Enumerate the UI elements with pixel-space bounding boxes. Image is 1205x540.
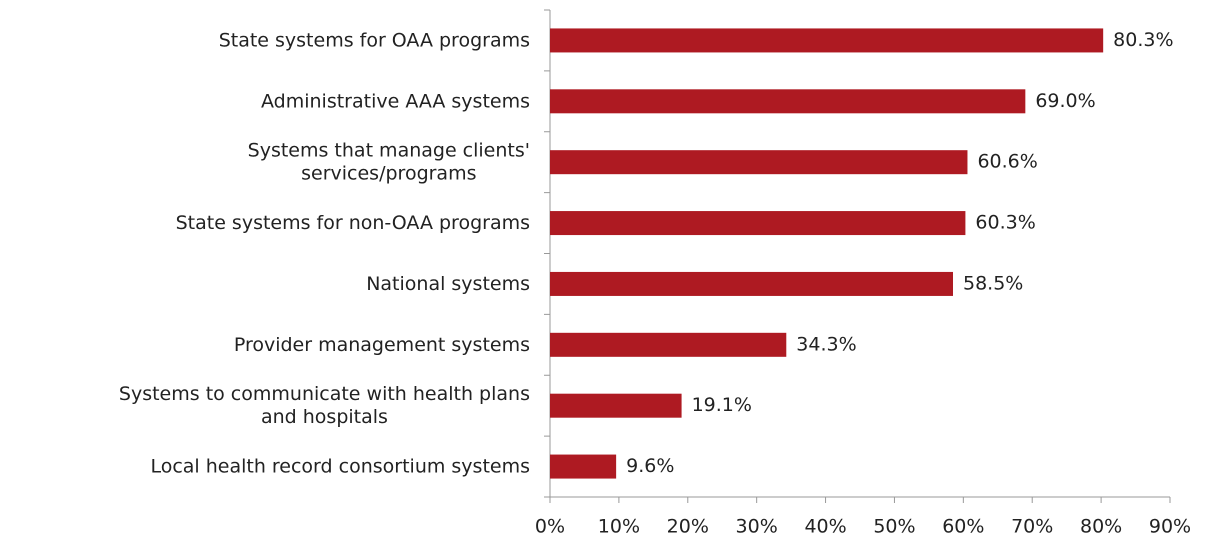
- value-label: 19.1%: [692, 394, 752, 416]
- value-label: 69.0%: [1035, 90, 1095, 112]
- x-tick-label: 50%: [873, 516, 915, 538]
- x-tick-label: 10%: [598, 516, 640, 538]
- x-tick-label: 70%: [1011, 516, 1053, 538]
- category-label-line: Systems to communicate with health plans: [119, 383, 530, 405]
- category-label-line: National systems: [366, 272, 530, 294]
- category-label-line: Administrative AAA systems: [261, 90, 530, 112]
- bar: [550, 393, 682, 418]
- category-label-line: and hospitals: [261, 406, 388, 428]
- category-label-line: Local health record consortium systems: [150, 455, 530, 477]
- category-label: Provider management systems: [234, 333, 530, 355]
- value-label: 60.6%: [977, 151, 1037, 173]
- category-label: Administrative AAA systems: [261, 90, 530, 112]
- category-label-line: Systems that manage clients': [248, 139, 530, 161]
- category-label: Local health record consortium systems: [150, 455, 530, 477]
- bar: [550, 454, 617, 479]
- category-label: State systems for non-OAA programs: [176, 212, 530, 234]
- bar: [550, 332, 787, 357]
- category-label: State systems for OAA programs: [219, 29, 530, 51]
- x-tick-label: 90%: [1149, 516, 1191, 538]
- value-label: 9.6%: [626, 455, 674, 477]
- category-label-line: services/programs: [301, 162, 476, 184]
- x-tick-label: 30%: [736, 516, 778, 538]
- value-label: 34.3%: [796, 333, 856, 355]
- category-label: Systems to communicate with health plans…: [119, 383, 530, 428]
- bar: [550, 211, 966, 236]
- category-label-line: State systems for non-OAA programs: [176, 212, 530, 234]
- x-tick-label: 40%: [804, 516, 846, 538]
- category-label: National systems: [366, 272, 530, 294]
- x-tick-label: 20%: [667, 516, 709, 538]
- value-label: 58.5%: [963, 272, 1023, 294]
- bar: [550, 271, 953, 296]
- category-label-line: State systems for OAA programs: [219, 29, 530, 51]
- value-label: 80.3%: [1113, 29, 1173, 51]
- category-label-line: Provider management systems: [234, 333, 530, 355]
- bar: [550, 150, 968, 175]
- x-tick-label: 0%: [535, 516, 565, 538]
- bar: [550, 28, 1104, 53]
- bar: [550, 89, 1026, 114]
- x-tick-label: 60%: [942, 516, 984, 538]
- value-label: 60.3%: [975, 212, 1035, 234]
- category-label: Systems that manage clients' services/pro…: [248, 139, 530, 184]
- x-tick-label: 80%: [1080, 516, 1122, 538]
